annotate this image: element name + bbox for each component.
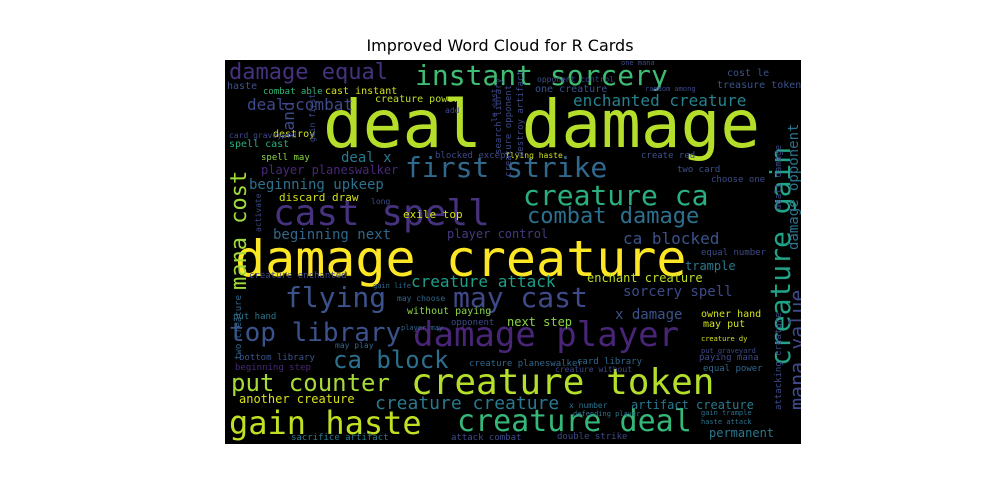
word-creature-creature: creature creature	[375, 393, 560, 414]
word-may-play: may play	[335, 341, 374, 350]
word-one-creature: one creature	[535, 84, 608, 95]
word-put-counter: put counter	[231, 369, 390, 397]
word-x-number: x number	[569, 401, 608, 410]
word-attacking-creature: attacking creature	[774, 312, 784, 410]
word-flying-haste: flying haste	[505, 151, 563, 160]
word-enchant-creature: enchant creature	[587, 271, 703, 285]
word-player-planeswalker: player planeswalker	[261, 163, 399, 177]
word-damage-opponent: damage opponent	[786, 123, 801, 250]
word-put-graveyard: put graveyard	[701, 347, 756, 355]
word-creature-planeswalker: creature planeswalker	[469, 359, 583, 369]
word-first-strike: first strike	[405, 151, 608, 184]
word-without-paying: without paying	[407, 306, 492, 317]
word-blocked-except: blocked except	[435, 151, 511, 161]
word-random-among: random among	[645, 85, 696, 93]
word-may-choose: may choose	[397, 294, 446, 303]
word-may-cast: may cast	[453, 281, 588, 314]
word-cast-instant: cast instant	[325, 86, 398, 97]
word-create-red: create red	[641, 151, 696, 161]
word-haste-attack: haste attack	[701, 418, 752, 426]
word-combat-damage: combat damage	[527, 204, 700, 229]
word-add: add	[445, 106, 460, 115]
word-paying-mana: paying mana	[699, 353, 759, 363]
word-permanent: permanent	[709, 426, 775, 440]
word-enchanted-creature: enchanted creature	[573, 91, 747, 110]
word-gain-first: gain first	[308, 93, 317, 142]
word-creature-enchanted: creature enchanted	[249, 271, 347, 281]
word-instant-sorcery: instant sorcery	[415, 60, 668, 92]
word-damage-creature: damage creature	[235, 230, 687, 288]
word-flying: flying	[285, 281, 387, 314]
word-card-library: card library	[577, 357, 643, 367]
word-spell-cast: spell cast	[229, 139, 290, 150]
word-creature-deal: creature deal	[457, 404, 692, 439]
word-ca-block: ca block	[333, 346, 449, 374]
word-player-may: player may	[401, 324, 444, 332]
word-may-put: may put	[703, 319, 746, 330]
word-cost-le: cost le	[727, 68, 770, 79]
word-destroy-artifact: destroy artifact	[516, 70, 526, 157]
word-spell-may: spell may	[261, 153, 310, 163]
word-player-control: player control	[447, 227, 549, 241]
word-sorcery-spell: sorcery spell	[623, 284, 733, 300]
word-sacrifice-artifact: sacrifice artifact	[291, 433, 389, 443]
word-treasure-token: treasure token	[717, 80, 801, 91]
word-two-creature: two creature	[234, 294, 244, 360]
word-deal-x: deal x	[341, 150, 392, 166]
word-next-step: next step	[507, 315, 573, 329]
word-artifact-creature: artifact creature	[631, 398, 754, 412]
word-mana-value: mana value	[785, 289, 801, 410]
word-creature-ca: creature ca	[523, 179, 709, 212]
word-ca-blocked: ca blocked	[623, 229, 720, 248]
word-equal-power: equal power	[703, 364, 763, 374]
word-creature-token: creature token	[411, 362, 715, 403]
word-cloud-canvas: deal damage damage creature cast spell crea…	[225, 60, 801, 444]
word-long: long	[371, 197, 391, 206]
word-le-cast: le cast	[490, 88, 499, 122]
word-choose-one: choose one	[711, 175, 766, 185]
word-attack-combat: attack combat	[451, 433, 522, 443]
word-two-card: two card	[677, 165, 721, 175]
word-gain-haste: gain haste	[229, 404, 422, 442]
word-defending-player: defending player	[573, 410, 641, 418]
word-damage-player: damage player	[413, 315, 680, 355]
word-destroy: destroy	[273, 129, 316, 140]
word-x-damage: x damage	[615, 307, 683, 323]
word-damage-equal: damage equal	[229, 60, 388, 85]
word-equal-number: equal number	[701, 248, 767, 258]
word-gain-life: gain life	[373, 282, 411, 290]
chart-title: Improved Word Cloud for R Cards	[366, 36, 634, 55]
word-one-mana: one mana	[621, 60, 655, 67]
word-exile-top: exile top	[403, 208, 463, 221]
word-combat-able: combat able	[263, 87, 323, 97]
word-gain-trample: gain trample	[701, 409, 752, 417]
word-beginning-step: beginning step	[235, 363, 311, 373]
word-top-library: top library	[229, 318, 402, 348]
word-creature-dy: creature dy	[701, 335, 748, 343]
word-deal-combat: deal combat	[247, 95, 353, 114]
word-mana-cost: mana cost	[227, 170, 252, 290]
word-card-graveyard: card graveyard	[229, 131, 297, 140]
word-opponent: opponent	[451, 318, 495, 328]
word-trample: trample	[685, 259, 736, 273]
word-owner-hand: owner hand	[701, 309, 762, 320]
word-haste: haste	[227, 81, 258, 92]
word-double-strike: double strike	[557, 432, 628, 442]
word-another-creature: another creature	[239, 392, 355, 406]
word-creature-attack: creature attack	[411, 272, 556, 291]
word-creature-without: creature without	[555, 365, 633, 374]
word-cast-spell: cast spell	[273, 193, 490, 234]
word-creature-power: creature power	[375, 94, 460, 105]
word-activate: activate	[254, 193, 263, 232]
word-deal-damage: deal damage	[323, 86, 761, 163]
word-beginning-upkeep: beginning upkeep	[249, 177, 384, 193]
word-creature-opponent: creature opponent	[504, 84, 514, 177]
word-bottom-library: bottom library	[239, 353, 315, 363]
word-put-hand: put hand	[233, 312, 277, 322]
word-beginning-next: beginning next	[273, 227, 392, 243]
word-dealt-damage: dealt damage	[774, 144, 784, 210]
word-discard-draw: discard draw	[279, 191, 359, 204]
word-opponent-control: opponent control	[537, 75, 615, 84]
